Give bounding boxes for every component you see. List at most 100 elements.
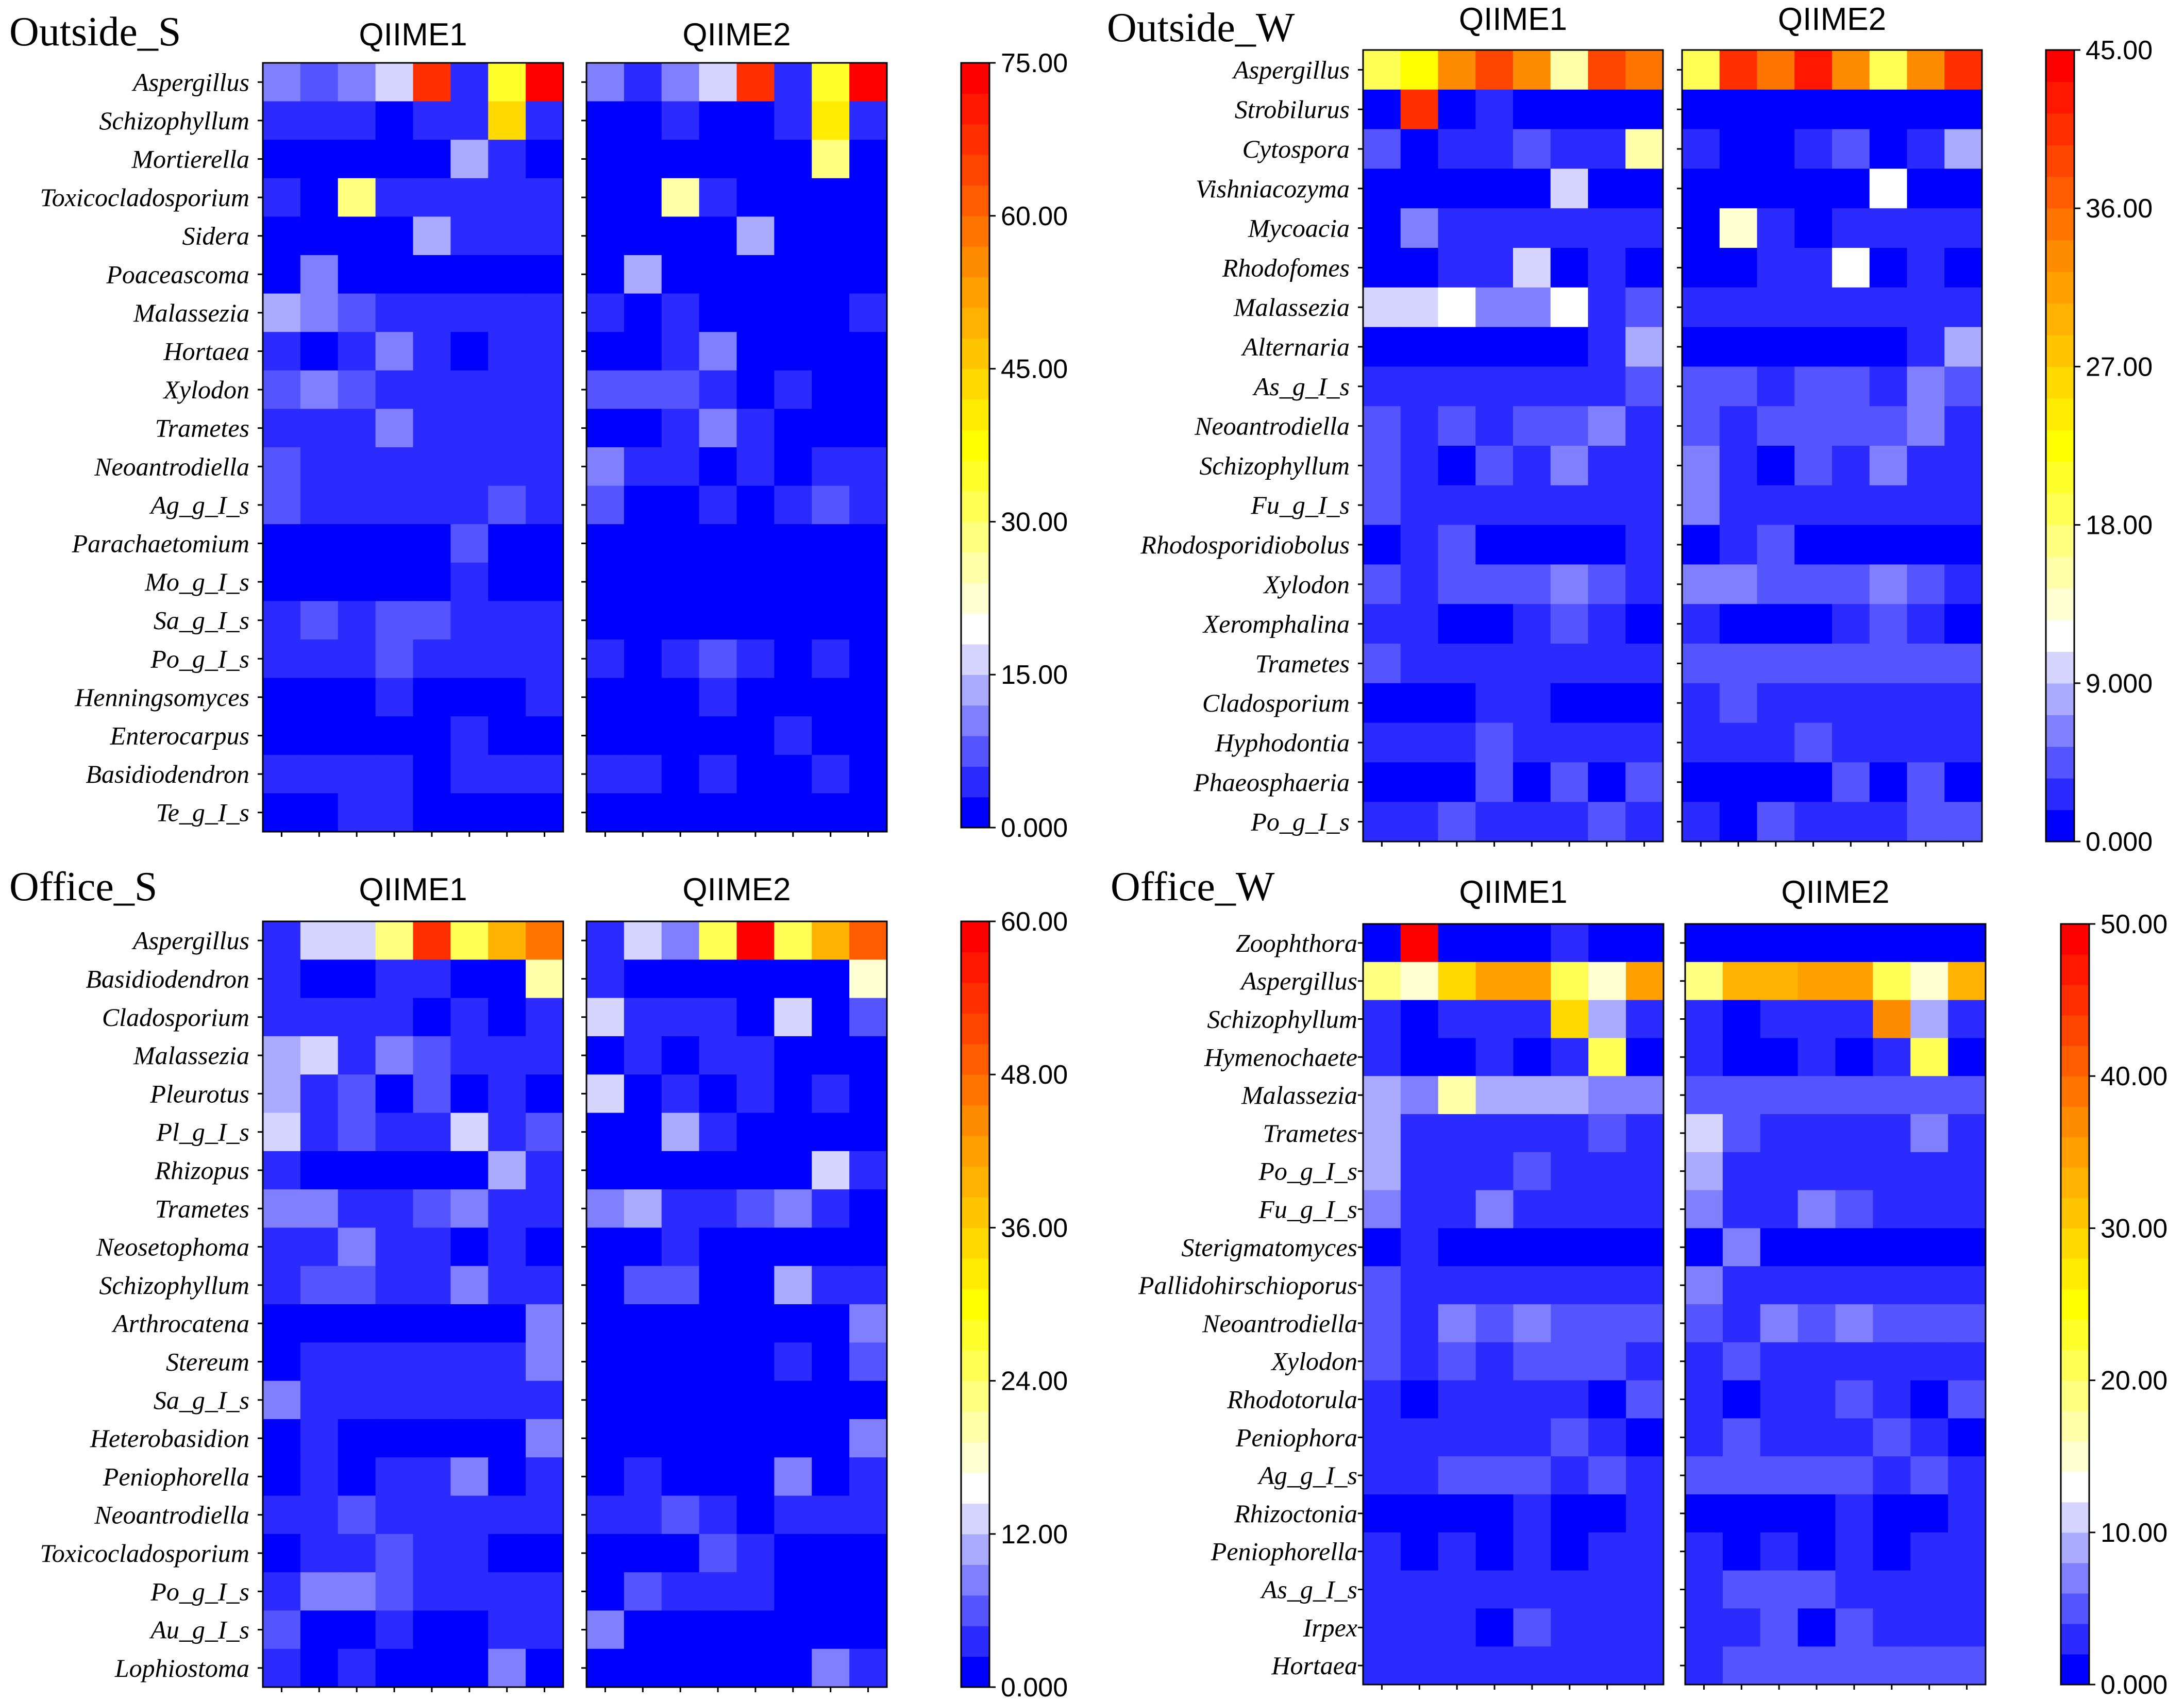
heatmap-cell [1400, 89, 1439, 130]
heatmap-grid-QIIME1: QIIME1 [258, 17, 564, 837]
heatmap-cell [1907, 604, 1945, 644]
heatmap-cell [1794, 722, 1833, 763]
heatmap-cell [849, 998, 887, 1037]
heatmap-cell [1475, 762, 1514, 802]
heatmap-cell [1835, 1114, 1873, 1153]
heatmap-cell [300, 1572, 339, 1611]
heatmap-cell [1588, 1418, 1626, 1457]
heatmap-cell [1948, 924, 1986, 963]
colorbar-band [2046, 588, 2074, 620]
heatmap-cell [586, 1342, 625, 1382]
colorbar-band [2061, 1441, 2089, 1472]
heatmap-cell [375, 63, 414, 102]
row-label: Alternaria [1241, 332, 1350, 361]
heatmap-cell [1363, 1000, 1401, 1038]
row-label: Au_g_I_s [149, 1615, 249, 1644]
heatmap-cell [413, 370, 451, 409]
heatmap-cell [450, 332, 489, 371]
heatmap-cell [375, 140, 414, 179]
heatmap-cell [812, 1342, 850, 1382]
heatmap-cell [1794, 208, 1833, 248]
heatmap-cell [624, 601, 662, 640]
colorbar-band [2061, 1654, 2089, 1685]
heatmap-cell [624, 293, 662, 332]
row-label: Toxicocladosporium [40, 183, 250, 212]
colorbar-tick-label: 48.00 [1001, 1060, 1068, 1090]
heatmap-cell [1910, 1380, 1948, 1419]
heatmap-cell [1551, 1342, 1589, 1381]
heatmap-cell [1550, 129, 1589, 169]
heatmap-cell [1873, 1418, 1911, 1457]
heatmap-cell [1910, 1190, 1948, 1228]
heatmap-cell [1438, 485, 1476, 526]
heatmap-cell [849, 216, 887, 256]
heatmap-cell [624, 1227, 662, 1267]
heatmap-cell [1475, 1570, 1514, 1609]
heatmap-cell [450, 447, 489, 486]
heatmap-cell [661, 793, 700, 832]
heatmap-cell [1682, 564, 1720, 604]
heatmap-cell [526, 1074, 564, 1114]
heatmap-cell [526, 1036, 564, 1075]
heatmap-cell [1625, 287, 1664, 328]
heatmap-cell [624, 216, 662, 256]
heatmap-cell [263, 1572, 301, 1611]
heatmap-cell [1626, 1114, 1664, 1153]
heatmap-cell [1948, 1152, 1986, 1191]
heatmap-cell [263, 1266, 301, 1305]
heatmap-cell [450, 562, 489, 601]
heatmap-cell [849, 1113, 887, 1152]
heatmap-cell [1475, 1380, 1514, 1419]
heatmap-cell [586, 716, 625, 755]
heatmap-cell [1835, 1190, 1873, 1228]
heatmap-cell [526, 562, 564, 601]
heatmap-cell [1513, 327, 1551, 367]
heatmap-cell [624, 1534, 662, 1573]
heatmap-cell [1944, 366, 1983, 407]
heatmap-cell [1588, 1190, 1626, 1228]
heatmap-cell [1626, 924, 1664, 963]
heatmap-cell [1475, 485, 1514, 526]
colorbar-band [2061, 1076, 2089, 1107]
heatmap-cell [1907, 802, 1945, 842]
heatmap-cell [661, 921, 700, 960]
heatmap-cell [1588, 208, 1626, 248]
heatmap-cell [1869, 169, 1908, 209]
heatmap-cell [1626, 1266, 1664, 1305]
heatmap-cell [1910, 1266, 1948, 1305]
heatmap-cell [1475, 1228, 1514, 1267]
grid-frame [1362, 923, 1665, 1686]
heatmap-cell [1835, 1228, 1873, 1267]
row-label: Schizophyllum [1207, 1005, 1357, 1034]
heatmap-cell [1832, 406, 1870, 446]
heatmap-cell [812, 293, 850, 332]
heatmap-cell [1363, 762, 1401, 802]
heatmap-cell [1588, 1304, 1626, 1343]
heatmap-cell [1760, 1228, 1799, 1267]
heatmap-cell [699, 1189, 737, 1228]
colorbar-band [2061, 924, 2089, 955]
heatmap-cell [1513, 802, 1551, 842]
heatmap-cell [263, 293, 301, 332]
heatmap-cell [699, 101, 737, 140]
heatmap-cell [338, 1610, 376, 1649]
heatmap-cell [338, 1419, 376, 1458]
row-label: Aspergillus [1232, 55, 1350, 84]
heatmap-cell [774, 678, 812, 717]
heatmap-cell [263, 1113, 301, 1152]
heatmap-cell [849, 1572, 887, 1611]
heatmap-cell [661, 716, 700, 755]
heatmap-cell [1626, 1380, 1664, 1419]
heatmap-cell [736, 1227, 775, 1267]
row-label: Xylodon [1270, 1347, 1357, 1376]
heatmap-cell [1551, 1646, 1589, 1685]
heatmap-cell [849, 63, 887, 102]
heatmap-cell [1550, 604, 1589, 644]
heatmap-cell [1944, 287, 1983, 328]
heatmap-cell [1757, 722, 1795, 763]
row-label: Enterocarpus [110, 721, 249, 750]
heatmap-cell [1625, 722, 1664, 763]
heatmap-cell [1513, 1000, 1551, 1038]
heatmap-cell [586, 1648, 625, 1688]
heatmap-cell [1869, 485, 1908, 526]
